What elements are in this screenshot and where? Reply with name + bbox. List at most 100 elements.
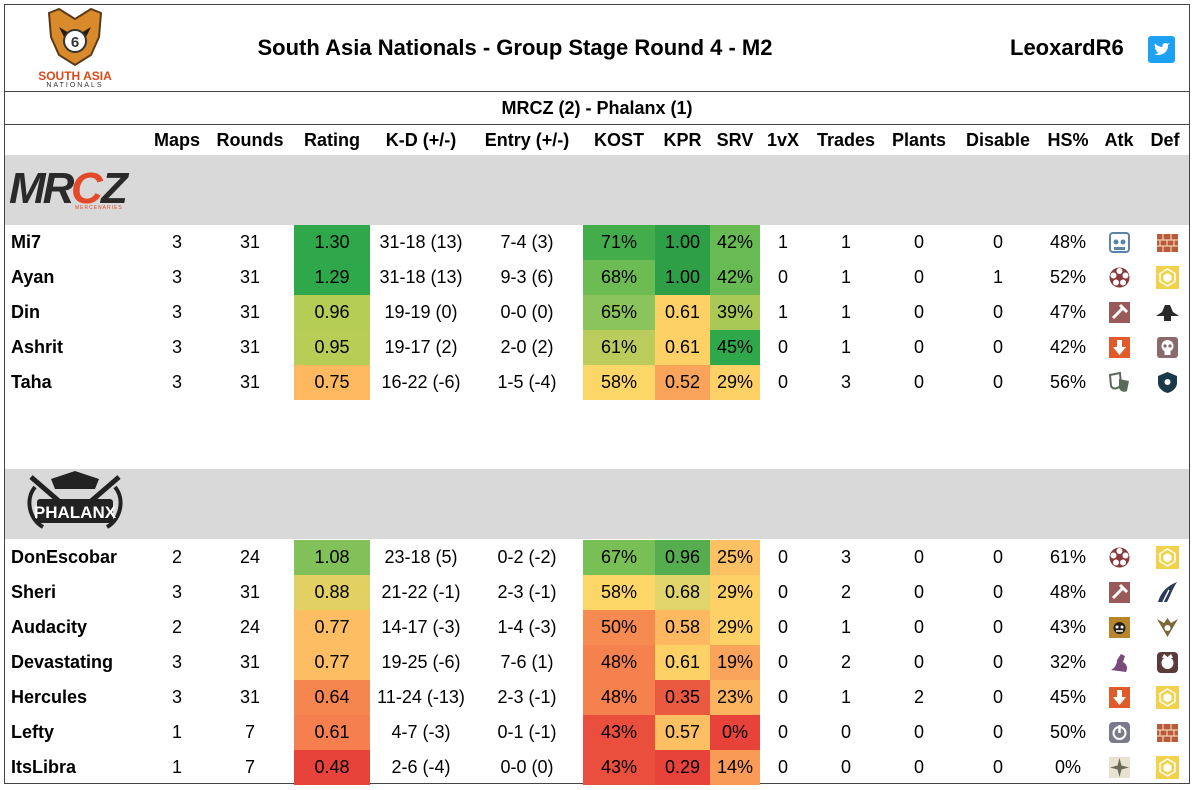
stat-kost: 50% (583, 610, 655, 645)
stat-trades: 2 (840, 652, 851, 672)
stat-trades: 1 (840, 687, 851, 707)
stat-entry: 7-6 (1) (500, 652, 554, 672)
stat-kd: 23-18 (5) (384, 547, 458, 567)
operator-icon-brick-wall (1155, 720, 1180, 745)
stat-srv: 25% (710, 540, 760, 575)
stat-hs: 48% (1049, 582, 1087, 602)
stat-onevx: 0 (777, 337, 788, 357)
col-1vx: 1vX (766, 130, 800, 150)
stat-kpr: 1.00 (655, 225, 710, 260)
stat-rating: 0.88 (294, 575, 370, 610)
stat-kpr: 1.00 (655, 260, 710, 295)
stat-disable: 0 (992, 582, 1003, 602)
stat-maps: 1 (171, 722, 182, 742)
stat-maps: 3 (171, 687, 182, 707)
player-name: Lefty (11, 722, 55, 742)
stat-maps: 1 (171, 757, 182, 777)
stat-entry: 1-5 (-4) (497, 372, 557, 392)
player-name: Taha (11, 372, 52, 392)
stat-srv: 29% (710, 575, 760, 610)
stat-onevx: 0 (777, 757, 788, 777)
col-kost: KOST (593, 130, 644, 150)
stat-kpr: 0.35 (655, 680, 710, 715)
stat-rating: 1.29 (294, 260, 370, 295)
stat-trades: 3 (840, 547, 851, 567)
stat-kd: 19-19 (0) (384, 302, 458, 322)
stat-kpr: 0.52 (655, 365, 710, 400)
stat-maps: 2 (171, 547, 182, 567)
operator-icon-arrow (1107, 335, 1132, 360)
stat-kd: 2-6 (-4) (391, 757, 451, 777)
col-entry: Entry (+/-) (484, 130, 570, 150)
stat-plants: 0 (913, 302, 924, 322)
stat-hs: 48% (1049, 232, 1087, 252)
stat-entry: 2-0 (2) (500, 337, 554, 357)
stat-kost: 65% (583, 295, 655, 330)
mrcz-logo: MR C Z MERCENARIES (7, 161, 147, 217)
operator-icon-wings (1155, 615, 1180, 640)
stat-rating: 0.75 (294, 365, 370, 400)
col-hs: HS% (1047, 130, 1089, 150)
team-band-phalanx: PHALANX (5, 469, 1189, 539)
col-kpr: KPR (663, 130, 702, 150)
player-row: Ashrit 3 31 0.95 19-17 (2) 2-0 (2) 61% 0.61 45% 0… (5, 330, 1189, 365)
player-row: Ayan 3 31 1.29 31-18 (13) 9-3 (6) 68% 1.00 42% 0 1… (5, 260, 1189, 295)
player-row: Lefty 1 7 0.61 4-7 (-3) 0-1 (-1) 43% 0.57 0% 0 0 0 0… (5, 715, 1189, 750)
stat-onevx: 0 (777, 582, 788, 602)
stat-entry: 0-2 (-2) (497, 547, 557, 567)
stat-kost: 68% (583, 260, 655, 295)
svg-text:MR: MR (9, 164, 75, 213)
stat-onevx: 0 (777, 687, 788, 707)
stat-hs: 56% (1049, 372, 1087, 392)
stat-disable: 0 (992, 652, 1003, 672)
stat-trades: 3 (840, 372, 851, 392)
stat-disable: 0 (992, 232, 1003, 252)
stat-entry: 9-3 (6) (500, 267, 554, 287)
stat-rounds: 24 (239, 617, 261, 637)
operator-icon-mask (1107, 230, 1132, 255)
col-kd: K-D (+/-) (385, 130, 457, 150)
stat-rounds: 31 (239, 337, 261, 357)
stat-rating: 0.64 (294, 680, 370, 715)
stat-disable: 0 (992, 687, 1003, 707)
player-row: Audacity 2 24 0.77 14-17 (-3) 1-4 (-3) 50% 0.58… (5, 610, 1189, 645)
twitter-icon[interactable] (1148, 36, 1175, 63)
stat-trades: 1 (840, 267, 851, 287)
player-name: Sheri (11, 582, 57, 602)
stat-hs: 61% (1049, 547, 1087, 567)
stat-kost: 58% (583, 365, 655, 400)
col-rating: Rating (304, 130, 360, 150)
stat-hs: 0% (1054, 757, 1081, 777)
stat-srv: 29% (710, 365, 760, 400)
stat-srv: 39% (710, 295, 760, 330)
col-trades: Trades (816, 130, 876, 150)
player-row: Mi7 3 31 1.30 31-18 (13) 7-4 (3) 71% 1.00 42% 1 1 0… (5, 225, 1189, 260)
stat-rounds: 31 (239, 652, 261, 672)
stat-onevx: 1 (777, 302, 788, 322)
phalanx-logo-text: PHALANX (34, 503, 117, 522)
operator-icon-fist (1107, 650, 1132, 675)
col-maps: Maps (153, 130, 200, 150)
col-atk: Atk (1104, 130, 1134, 150)
col-plants: Plants (891, 130, 947, 150)
stat-maps: 3 (171, 652, 182, 672)
stat-maps: 2 (171, 617, 182, 637)
stat-rating: 0.77 (294, 610, 370, 645)
stat-plants: 0 (913, 582, 924, 602)
stat-rating: 0.96 (294, 295, 370, 330)
stat-rounds: 31 (239, 372, 261, 392)
operator-icon-skull (1155, 335, 1180, 360)
col-def: Def (1150, 130, 1180, 150)
stat-rounds: 31 (239, 687, 261, 707)
stat-hs: 52% (1049, 267, 1087, 287)
player-row: Taha 3 31 0.75 16-22 (-6) 1-5 (-4) 58% 0.52 29% 0… (5, 365, 1189, 400)
col-disable: Disable (965, 130, 1031, 150)
stat-plants: 0 (913, 617, 924, 637)
stat-kpr: 0.29 (655, 750, 710, 785)
stat-onevx: 0 (777, 652, 788, 672)
col-rounds: Rounds (216, 130, 284, 150)
stat-trades: 2 (840, 582, 851, 602)
stat-entry: 0-1 (-1) (497, 722, 557, 742)
stat-onevx: 1 (777, 232, 788, 252)
stat-plants: 0 (913, 722, 924, 742)
